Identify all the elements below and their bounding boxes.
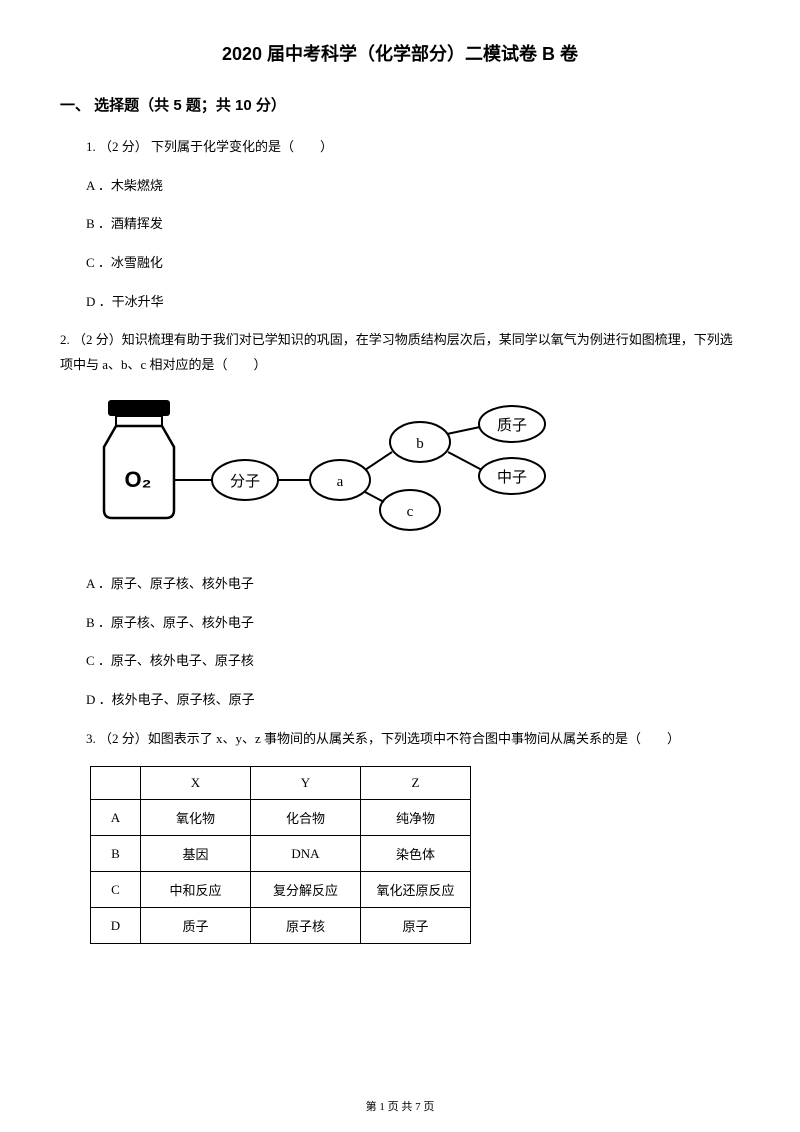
- table-cell: A: [91, 800, 141, 836]
- table-cell: D: [91, 908, 141, 944]
- table-cell: 染色体: [361, 836, 471, 872]
- table-header-x: X: [141, 767, 251, 800]
- table-cell: DNA: [251, 836, 361, 872]
- q1-option-c: C ．冰雪融化: [60, 251, 740, 276]
- q2-option-b: B ．原子核、原子、核外电子: [60, 611, 740, 636]
- table-header-row: X Y Z: [91, 767, 471, 800]
- table-cell: 基因: [141, 836, 251, 872]
- table-cell: 原子核: [251, 908, 361, 944]
- table-row: D 质子 原子核 原子: [91, 908, 471, 944]
- table-cell: 化合物: [251, 800, 361, 836]
- q2-option-a: A ．原子、原子核、核外电子: [60, 572, 740, 597]
- q2-diagram: O₂ 分子 a b c 质子 中子: [90, 392, 740, 552]
- table-cell: B: [91, 836, 141, 872]
- section-header: 一、 选择题（共 5 题；共 10 分）: [60, 94, 740, 115]
- table-header-y: Y: [251, 767, 361, 800]
- table-cell: 复分解反应: [251, 872, 361, 908]
- diagram-b-label: b: [416, 436, 424, 452]
- q3-table: X Y Z A 氧化物 化合物 纯净物 B 基因 DNA 染色体 C 中和反应 …: [90, 766, 471, 944]
- diagram-c-label: c: [407, 504, 414, 520]
- table-cell: 原子: [361, 908, 471, 944]
- table-row: A 氧化物 化合物 纯净物: [91, 800, 471, 836]
- table-cell: 中和反应: [141, 872, 251, 908]
- table-cell: 氧化还原反应: [361, 872, 471, 908]
- q2-option-d: D ．核外电子、原子核、原子: [60, 688, 740, 713]
- q3-stem: 3. （2 分）如图表示了 x、y、z 事物间的从属关系，下列选项中不符合图中事…: [60, 727, 740, 752]
- table-header-z: Z: [361, 767, 471, 800]
- diagram-zhizi-label: 质子: [497, 417, 527, 434]
- table-cell: 质子: [141, 908, 251, 944]
- q2-stem: 2. （2 分）知识梳理有助于我们对已学知识的巩固，在学习物质结构层次后，某同学…: [60, 328, 740, 377]
- diagram-o2-label: O₂: [125, 467, 152, 492]
- diagram-fenzi-label: 分子: [230, 473, 260, 490]
- table-cell: 氧化物: [141, 800, 251, 836]
- q2-option-c: C ．原子、核外电子、原子核: [60, 649, 740, 674]
- q1-option-b: B ．酒精挥发: [60, 212, 740, 237]
- q1-option-a: A ．木柴燃烧: [60, 174, 740, 199]
- table-cell: C: [91, 872, 141, 908]
- diagram-a-label: a: [337, 474, 344, 490]
- page-footer: 第 1 页 共 7 页: [0, 1098, 800, 1114]
- table-header-blank: [91, 767, 141, 800]
- diagram-zhongzi-label: 中子: [497, 469, 527, 486]
- table-row: C 中和反应 复分解反应 氧化还原反应: [91, 872, 471, 908]
- table-row: B 基因 DNA 染色体: [91, 836, 471, 872]
- page-title: 2020 届中考科学（化学部分）二模试卷 B 卷: [60, 40, 740, 66]
- q1-option-d: D ．干冰升华: [60, 290, 740, 315]
- table-cell: 纯净物: [361, 800, 471, 836]
- q1-stem: 1. （2 分） 下列属于化学变化的是（ ）: [60, 135, 740, 160]
